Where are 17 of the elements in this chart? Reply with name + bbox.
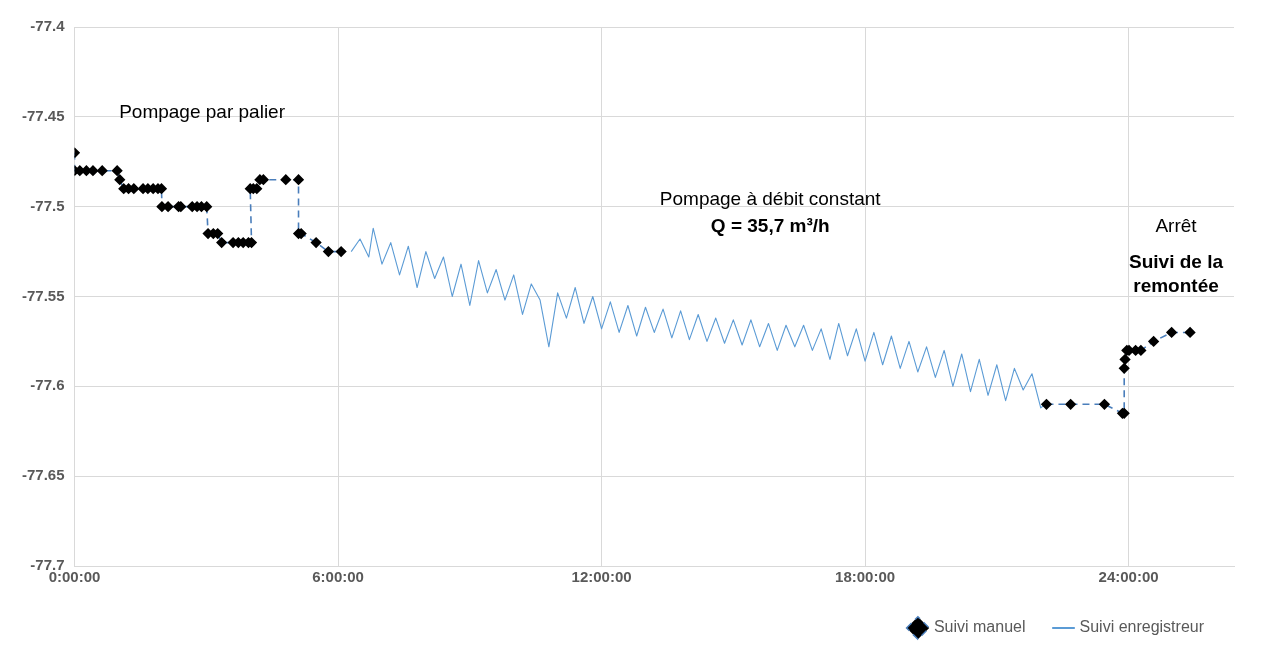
y-tick-label: -77.55 <box>21 286 65 304</box>
annotation: Pompage par palier <box>119 101 286 123</box>
annotation: Arrêt <box>1155 214 1198 236</box>
annotation: Pompage à débit constant <box>659 187 882 209</box>
annotation: Suivi de la remontée <box>1129 251 1224 297</box>
y-tick-label: -77.5 <box>30 196 65 214</box>
x-tick-label: 12:00:00 <box>571 568 632 586</box>
legend-label: Suivi enregistreur <box>1079 618 1205 636</box>
x-tick-label: 18:00:00 <box>835 568 896 586</box>
legend-label: Suivi manuel <box>933 618 1026 636</box>
y-tick-label: -77.45 <box>21 106 65 124</box>
x-tick-label: 6:00:00 <box>312 568 364 586</box>
y-tick-label: -77.4 <box>30 17 66 35</box>
x-tick-label: 24:00:00 <box>1098 568 1159 586</box>
y-tick-label: -77.6 <box>30 376 65 394</box>
y-tick-label: -77.65 <box>21 466 65 484</box>
annotation: Q = 35,7 m³/h <box>710 214 830 236</box>
